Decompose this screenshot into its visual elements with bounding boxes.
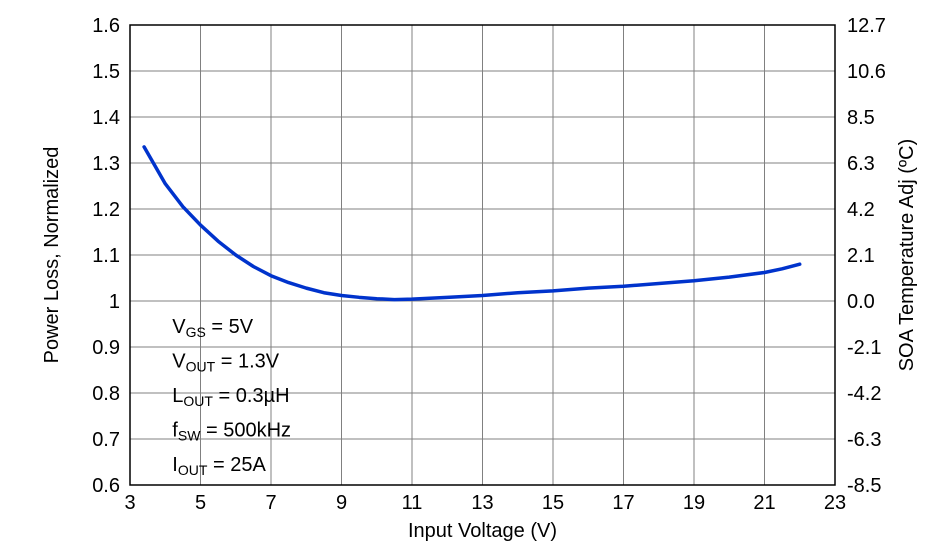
x-tick-label: 3: [124, 492, 135, 514]
y-right-tick-label: 10.6: [847, 61, 886, 83]
y-right-tick-label: -2.1: [847, 337, 881, 359]
y-right-axis-label: SOA Temperature Adj (ºC): [896, 139, 918, 372]
y-right-tick-label: 8.5: [847, 107, 875, 129]
x-axis-label: Input Voltage (V): [408, 520, 557, 542]
x-tick-label: 5: [195, 492, 206, 514]
x-tick-label: 17: [612, 492, 634, 514]
y-left-tick-label: 1.3: [92, 153, 120, 175]
y-left-tick-label: 0.6: [92, 475, 120, 497]
chart-svg: 3 5 7 9 11 13 15 17 19 21 23 0.6 0.7 0.8 0.9 1 1.1 1.2 1.3…: [0, 0, 939, 559]
y-left-tick-label: 1.2: [92, 199, 120, 221]
y-right-tick-label: 4.2: [847, 199, 875, 221]
y-right-tick-label: 12.7: [847, 15, 886, 37]
x-tick-label: 7: [265, 492, 276, 514]
y-right-tick-label: 2.1: [847, 245, 875, 267]
y-left-tick-label: 0.9: [92, 337, 120, 359]
x-tick-label: 21: [753, 492, 775, 514]
y-right-tick-label: 0.0: [847, 291, 875, 313]
y-left-axis-label: Power Loss, Normalized: [41, 147, 63, 364]
y-left-tick-label: 1: [109, 291, 120, 313]
y-left-tick-label: 1.1: [92, 245, 120, 267]
y-left-tick-label: 0.8: [92, 383, 120, 405]
y-right-tick-label: -4.2: [847, 383, 881, 405]
y-right-tick-label: -8.5: [847, 475, 881, 497]
y-left-tick-label: 1.6: [92, 15, 120, 37]
y-left-tick-label: 0.7: [92, 429, 120, 451]
y-right-tick-label: -6.3: [847, 429, 881, 451]
x-tick-label: 13: [471, 492, 493, 514]
x-tick-label: 11: [402, 492, 423, 514]
x-tick-label: 15: [542, 492, 564, 514]
y-left-tick-label: 1.5: [92, 61, 120, 83]
y-right-tick-label: 6.3: [847, 153, 875, 175]
chart-container: 3 5 7 9 11 13 15 17 19 21 23 0.6 0.7 0.8 0.9 1 1.1 1.2 1.3…: [0, 0, 939, 559]
x-tick-label: 9: [336, 492, 347, 514]
x-tick-label: 23: [824, 492, 846, 514]
y-left-tick-label: 1.4: [92, 107, 120, 129]
annotation-line: VGS = 5V: [172, 316, 253, 340]
x-tick-label: 19: [683, 492, 705, 514]
